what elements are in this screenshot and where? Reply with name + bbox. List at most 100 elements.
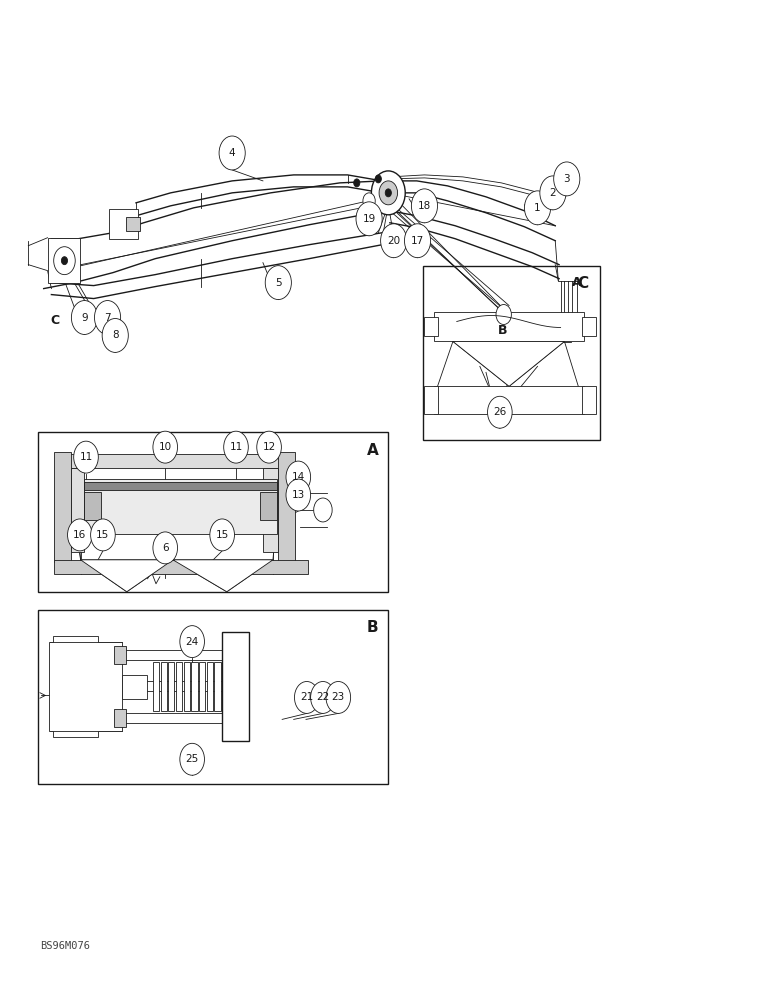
- Bar: [582, 317, 596, 336]
- Text: A: A: [367, 443, 379, 458]
- Bar: [260, 492, 277, 520]
- Bar: [49, 642, 122, 731]
- Bar: [39, 610, 388, 784]
- Bar: [279, 452, 295, 562]
- Circle shape: [385, 189, 391, 197]
- Text: B: B: [498, 324, 508, 337]
- Text: 13: 13: [292, 490, 305, 500]
- Bar: [434, 386, 584, 414]
- Circle shape: [363, 193, 375, 209]
- Text: BS96M076: BS96M076: [40, 941, 90, 951]
- Circle shape: [153, 532, 178, 564]
- Circle shape: [488, 396, 512, 428]
- Circle shape: [354, 179, 360, 187]
- Circle shape: [540, 176, 566, 210]
- Circle shape: [554, 162, 580, 196]
- Circle shape: [102, 319, 128, 352]
- Text: 1: 1: [534, 203, 541, 213]
- Circle shape: [257, 431, 281, 463]
- Bar: [84, 492, 101, 520]
- Text: 3: 3: [564, 174, 570, 184]
- Bar: [425, 317, 438, 336]
- Text: A: A: [572, 276, 581, 289]
- Bar: [423, 266, 600, 440]
- Text: 15: 15: [215, 530, 229, 540]
- Text: 5: 5: [275, 278, 282, 288]
- Text: 8: 8: [112, 330, 119, 340]
- Text: C: C: [51, 314, 59, 327]
- Bar: [161, 662, 167, 711]
- Text: 7: 7: [104, 313, 111, 323]
- Text: 6: 6: [162, 543, 168, 553]
- Bar: [176, 662, 182, 711]
- Bar: [39, 432, 388, 592]
- Bar: [126, 217, 140, 231]
- Circle shape: [375, 175, 381, 183]
- Text: 18: 18: [418, 201, 431, 211]
- Circle shape: [224, 431, 249, 463]
- Text: C: C: [577, 276, 588, 291]
- Bar: [222, 632, 249, 741]
- Circle shape: [405, 224, 431, 258]
- Polygon shape: [453, 341, 564, 386]
- Text: 23: 23: [332, 692, 345, 702]
- Circle shape: [379, 181, 398, 205]
- Circle shape: [411, 189, 438, 223]
- Text: 14: 14: [292, 472, 305, 482]
- Bar: [84, 479, 277, 534]
- Text: 9: 9: [81, 313, 88, 323]
- Circle shape: [286, 461, 310, 493]
- Text: B: B: [367, 620, 379, 635]
- Circle shape: [54, 247, 75, 275]
- Circle shape: [286, 479, 310, 511]
- Circle shape: [381, 224, 407, 258]
- Circle shape: [524, 191, 550, 225]
- Circle shape: [67, 519, 92, 551]
- Text: 16: 16: [73, 530, 86, 540]
- Circle shape: [326, 681, 350, 713]
- Bar: [69, 454, 292, 468]
- Text: 10: 10: [159, 442, 172, 452]
- Circle shape: [219, 136, 245, 170]
- Text: 26: 26: [493, 407, 506, 417]
- Circle shape: [210, 519, 235, 551]
- Bar: [168, 662, 174, 711]
- Bar: [425, 386, 438, 414]
- Text: 22: 22: [317, 692, 330, 702]
- Circle shape: [266, 266, 291, 300]
- Circle shape: [71, 301, 97, 334]
- Circle shape: [62, 257, 67, 265]
- Text: 24: 24: [185, 637, 198, 647]
- Bar: [122, 675, 147, 699]
- Bar: [153, 662, 159, 711]
- Bar: [199, 662, 205, 711]
- Circle shape: [180, 626, 205, 658]
- Bar: [114, 709, 126, 727]
- Circle shape: [371, 171, 405, 215]
- Text: 15: 15: [96, 530, 110, 540]
- Circle shape: [153, 431, 178, 463]
- Text: 12: 12: [262, 442, 276, 452]
- Circle shape: [90, 519, 115, 551]
- Circle shape: [496, 305, 511, 324]
- Text: 2: 2: [550, 188, 557, 198]
- Polygon shape: [80, 560, 173, 592]
- Bar: [434, 312, 584, 341]
- Text: 17: 17: [411, 236, 424, 246]
- Bar: [54, 452, 70, 562]
- Bar: [215, 662, 221, 711]
- Text: 20: 20: [387, 236, 400, 246]
- Circle shape: [313, 498, 332, 522]
- Bar: [54, 560, 307, 574]
- Bar: [184, 662, 190, 711]
- Bar: [48, 238, 80, 283]
- Text: 11: 11: [229, 442, 242, 452]
- Bar: [70, 468, 84, 552]
- Circle shape: [94, 301, 120, 334]
- Circle shape: [73, 441, 98, 473]
- Circle shape: [310, 681, 335, 713]
- Text: 19: 19: [362, 214, 376, 224]
- Circle shape: [180, 743, 205, 775]
- Text: 25: 25: [185, 754, 198, 764]
- Bar: [84, 482, 277, 490]
